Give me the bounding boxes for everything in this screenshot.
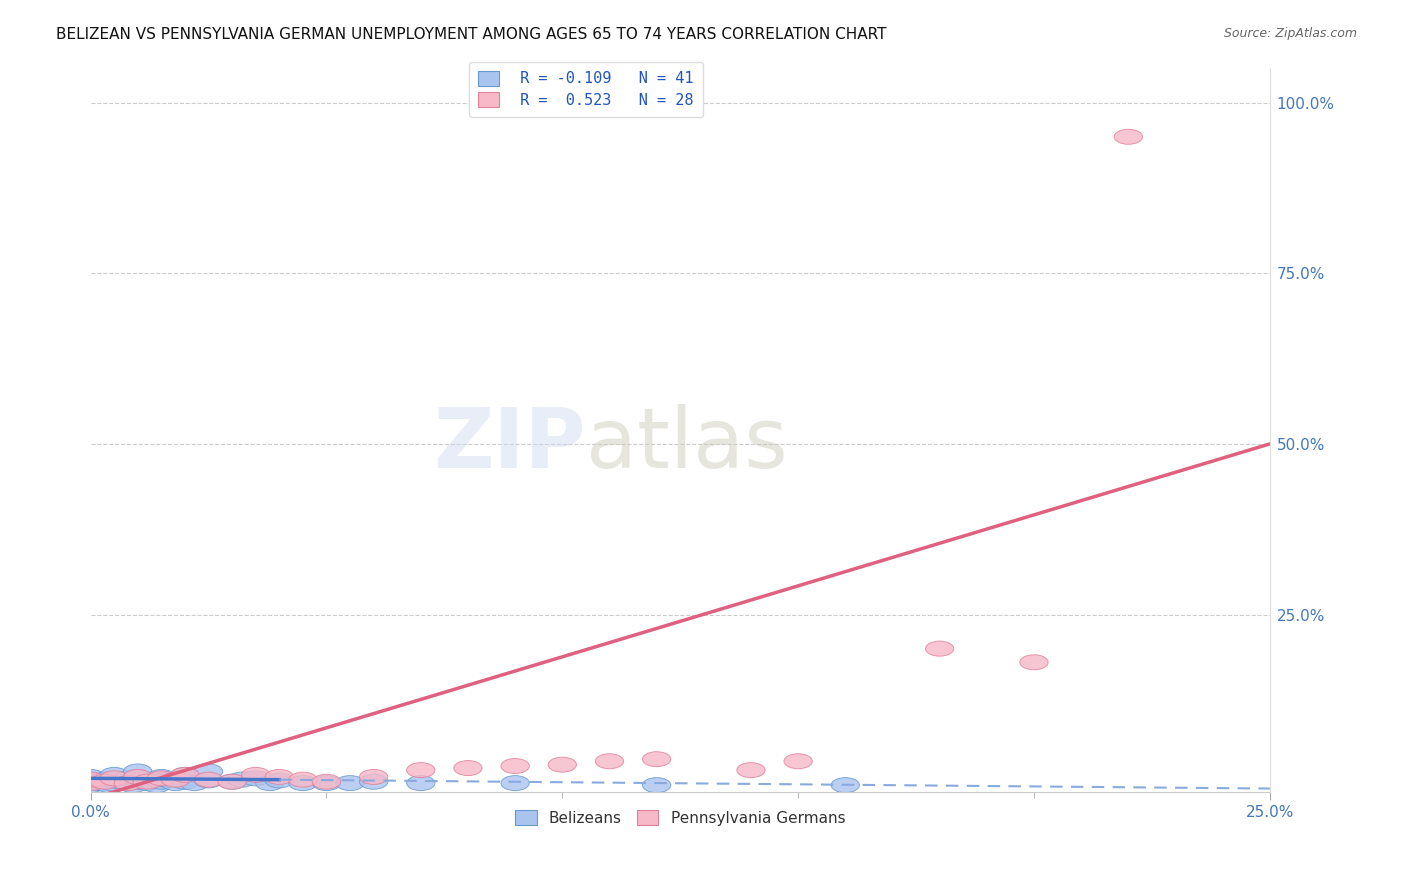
Ellipse shape [737,763,765,778]
Ellipse shape [110,775,138,790]
Ellipse shape [142,778,170,793]
Ellipse shape [90,772,120,787]
Ellipse shape [643,778,671,793]
Ellipse shape [180,775,208,790]
Ellipse shape [114,775,142,790]
Ellipse shape [138,773,166,789]
Ellipse shape [266,770,294,784]
Ellipse shape [134,775,162,790]
Ellipse shape [288,772,316,787]
Ellipse shape [312,775,340,790]
Text: BELIZEAN VS PENNSYLVANIA GERMAN UNEMPLOYMENT AMONG AGES 65 TO 74 YEARS CORRELATI: BELIZEAN VS PENNSYLVANIA GERMAN UNEMPLOY… [56,27,887,42]
Ellipse shape [831,778,859,793]
Ellipse shape [336,775,364,790]
Ellipse shape [124,774,152,789]
Ellipse shape [228,772,256,787]
Ellipse shape [785,754,813,769]
Ellipse shape [76,772,105,787]
Ellipse shape [162,772,190,787]
Ellipse shape [134,774,162,789]
Ellipse shape [194,772,222,788]
Ellipse shape [218,774,246,789]
Ellipse shape [218,774,246,789]
Ellipse shape [643,752,671,767]
Ellipse shape [148,771,176,786]
Legend: Belizeans, Pennsylvania Germans: Belizeans, Pennsylvania Germans [506,801,855,835]
Ellipse shape [242,767,270,782]
Text: Source: ZipAtlas.com: Source: ZipAtlas.com [1223,27,1357,40]
Ellipse shape [152,772,180,787]
Ellipse shape [86,775,114,790]
Text: atlas: atlas [586,404,787,485]
Ellipse shape [100,767,128,782]
Ellipse shape [1114,129,1143,145]
Ellipse shape [124,772,152,787]
Ellipse shape [548,757,576,772]
Ellipse shape [454,761,482,775]
Ellipse shape [925,641,953,657]
Ellipse shape [148,770,176,784]
Ellipse shape [76,774,105,789]
Ellipse shape [100,772,128,788]
Ellipse shape [266,772,294,788]
Ellipse shape [288,775,316,790]
Ellipse shape [162,775,190,790]
Ellipse shape [100,771,128,786]
Ellipse shape [360,770,388,784]
Ellipse shape [194,772,222,787]
Ellipse shape [501,775,529,790]
Ellipse shape [124,770,152,784]
Ellipse shape [1019,655,1047,670]
Ellipse shape [96,778,124,793]
Ellipse shape [90,774,120,789]
Ellipse shape [170,774,200,789]
Ellipse shape [114,771,142,786]
Ellipse shape [256,775,284,790]
Ellipse shape [120,778,148,793]
Text: ZIP: ZIP [433,404,586,485]
Ellipse shape [312,774,340,789]
Ellipse shape [170,767,200,782]
Ellipse shape [194,764,222,779]
Ellipse shape [501,758,529,773]
Ellipse shape [170,767,200,782]
Ellipse shape [100,776,128,791]
Ellipse shape [148,774,176,789]
Ellipse shape [595,754,624,769]
Ellipse shape [76,770,105,784]
Ellipse shape [124,764,152,779]
Ellipse shape [76,775,105,790]
Ellipse shape [406,775,434,790]
Ellipse shape [76,778,105,793]
Ellipse shape [124,770,152,784]
Ellipse shape [406,763,434,778]
Ellipse shape [360,774,388,789]
Ellipse shape [242,771,270,786]
